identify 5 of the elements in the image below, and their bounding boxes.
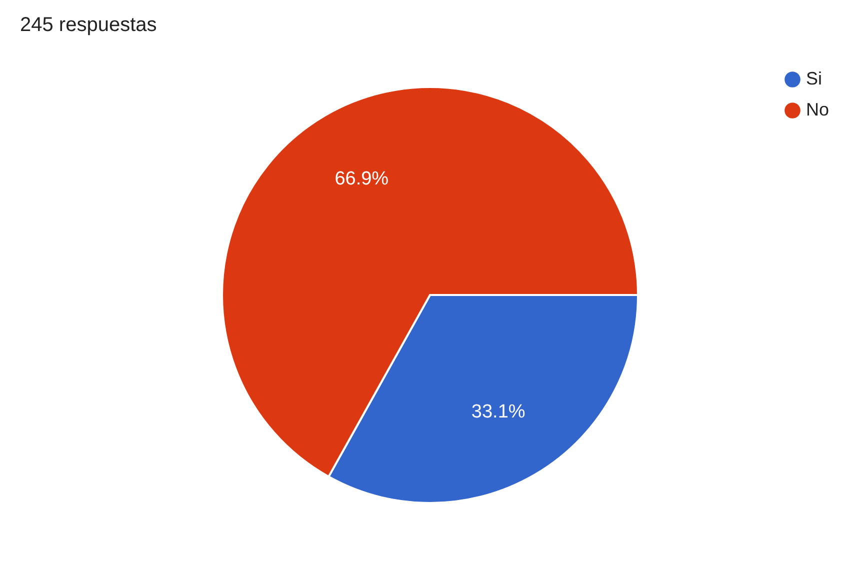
legend-label: No [806,100,830,120]
chart-title: 245 respuestas [20,14,157,36]
data-label: 33.1% [471,401,526,422]
data-label: 66.9% [334,168,389,190]
legend-label: Si [806,68,822,88]
